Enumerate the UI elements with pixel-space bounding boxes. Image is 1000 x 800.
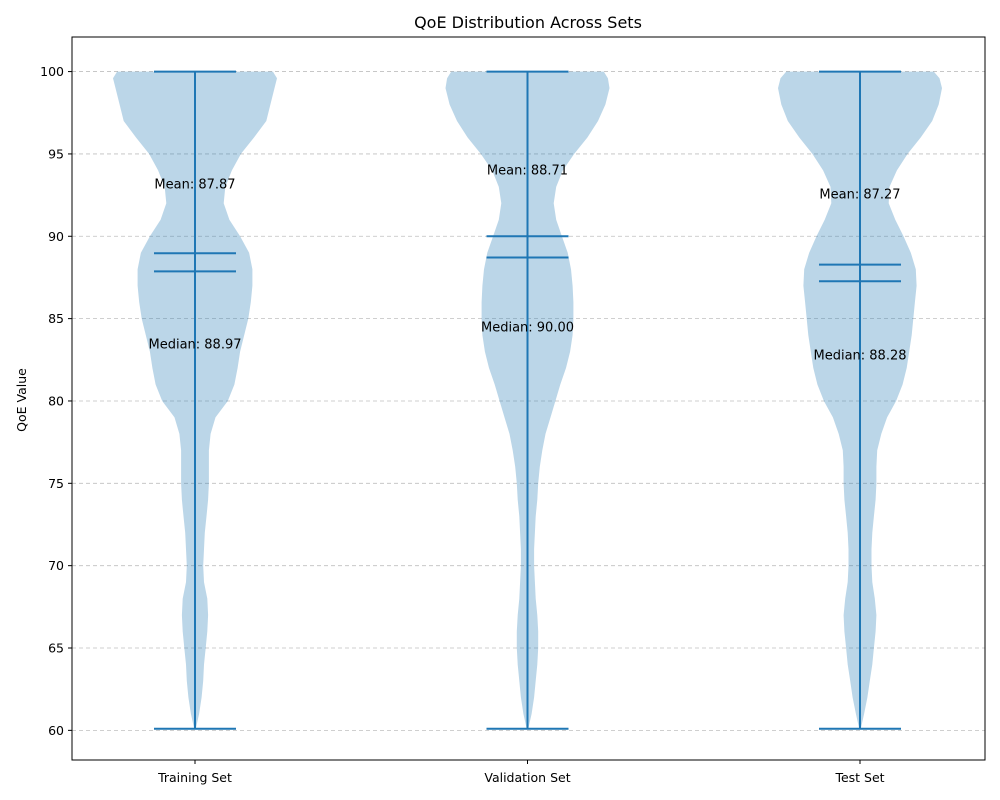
median-annotation: Median: 90.00 — [481, 320, 574, 335]
mean-annotation: Mean: 87.27 — [819, 187, 900, 202]
y-tick-label: 70 — [48, 558, 64, 573]
y-axis: 60 65 70 75 80 85 90 95 100 — [40, 64, 72, 738]
y-tick-label: 85 — [48, 311, 64, 326]
axes-frame — [71, 36, 986, 761]
y-tick-label: 65 — [48, 641, 64, 656]
mean-annotation: Mean: 87.87 — [154, 178, 235, 193]
y-tick-label: 80 — [48, 393, 64, 408]
y-tick-label: 90 — [48, 229, 64, 244]
y-axis-label: QoE Value — [14, 368, 29, 432]
y-tick-label: 60 — [48, 723, 64, 738]
x-tick-label: Training Set — [157, 770, 232, 785]
x-axis: Training Set Validation Set Test Set — [157, 760, 885, 785]
y-tick-label: 95 — [48, 146, 64, 161]
y-tick-label: 75 — [48, 476, 64, 491]
y-tick-label: 100 — [40, 64, 64, 79]
x-tick-label: Validation Set — [484, 770, 570, 785]
median-annotation: Median: 88.97 — [148, 337, 241, 352]
chart-title: QoE Distribution Across Sets — [414, 13, 642, 32]
mean-annotation: Mean: 88.71 — [487, 164, 568, 179]
annotations: Mean: 87.87 Median: 88.97 Mean: 88.71 Media… — [148, 164, 906, 364]
median-annotation: Median: 88.28 — [813, 349, 906, 364]
x-tick-label: Test Set — [834, 770, 884, 785]
violins — [113, 70, 942, 730]
